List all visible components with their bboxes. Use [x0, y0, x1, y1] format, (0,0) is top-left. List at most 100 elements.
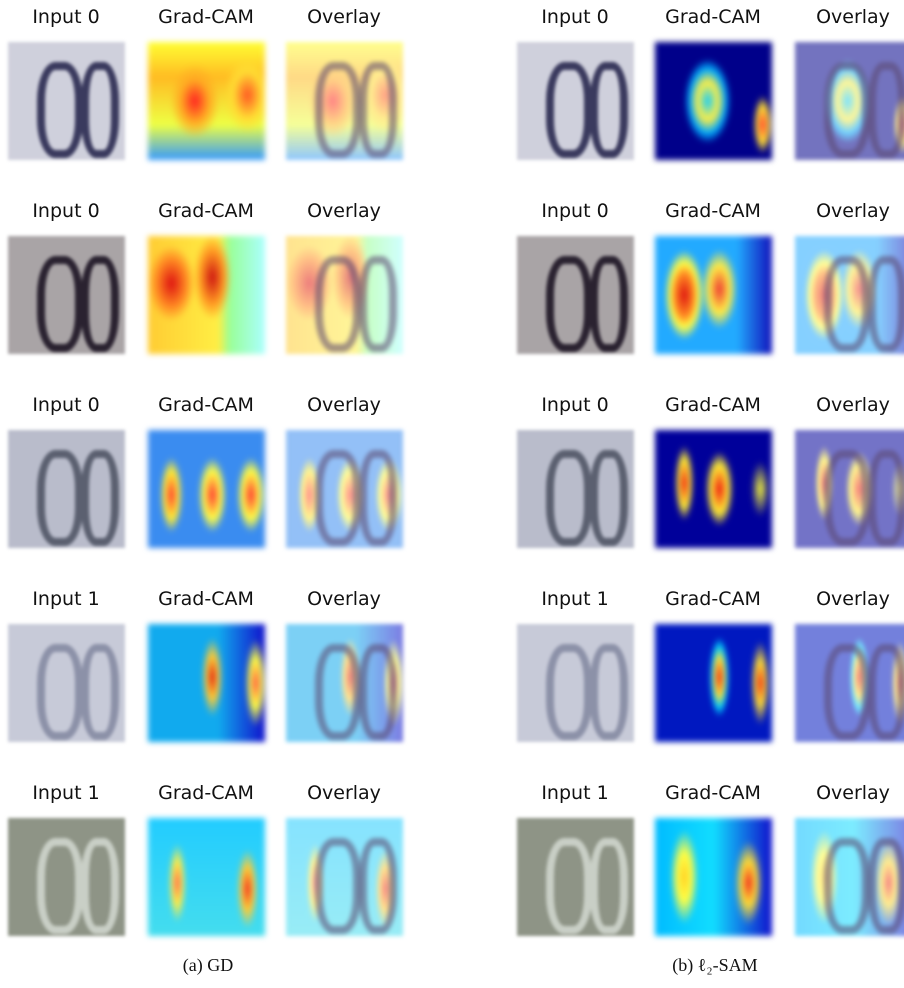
digit-stroke	[358, 450, 397, 546]
digit-stroke	[37, 256, 84, 352]
digit-stroke	[80, 62, 119, 158]
digit-stroke	[358, 62, 397, 158]
image-title: Overlay	[816, 782, 890, 804]
input-image	[8, 42, 125, 160]
overlay-image	[795, 42, 904, 160]
overlay-image	[286, 42, 403, 160]
gradcam-map	[148, 430, 265, 548]
image-title: Grad-CAM	[158, 6, 254, 28]
gradcam-map	[655, 430, 772, 548]
image-title: Grad-CAM	[665, 588, 761, 610]
digit-stroke	[824, 256, 871, 352]
gradcam-map	[148, 236, 265, 354]
image-title: Grad-CAM	[665, 200, 761, 222]
image-title: Input 1	[541, 588, 609, 610]
input-image	[8, 624, 125, 742]
digit-stroke	[80, 256, 119, 352]
input-image	[517, 624, 634, 742]
digit-stroke	[867, 256, 904, 352]
image-title: Grad-CAM	[158, 782, 254, 804]
overlay-image	[795, 430, 904, 548]
gradcam-map	[655, 818, 772, 936]
image-title: Overlay	[816, 6, 890, 28]
gradcam-map	[148, 818, 265, 936]
panel-caption: (a) GD	[182, 955, 234, 975]
digit-stroke	[589, 256, 628, 352]
image-title: Input 1	[32, 782, 100, 804]
overlay-image	[286, 624, 403, 742]
image-title: Input 0	[32, 200, 100, 222]
image-title: Grad-CAM	[158, 588, 254, 610]
image-title: Overlay	[307, 200, 381, 222]
digit-stroke	[37, 644, 84, 740]
digit-stroke	[589, 644, 628, 740]
digit-stroke	[589, 62, 628, 158]
digit-stroke	[315, 838, 362, 934]
image-title: Input 1	[541, 782, 609, 804]
image-title: Input 0	[32, 394, 100, 416]
gradcam-map	[148, 624, 265, 742]
digit-stroke	[80, 838, 119, 934]
image-title: Grad-CAM	[158, 200, 254, 222]
panel-caption: (b) ℓ₂-SAM	[672, 955, 758, 975]
digit-stroke	[37, 450, 84, 546]
image-title: Overlay	[307, 6, 381, 28]
digit-stroke	[867, 450, 904, 546]
image-title: Overlay	[307, 588, 381, 610]
image-title: Overlay	[816, 588, 890, 610]
image-title: Input 0	[32, 6, 100, 28]
image-title: Input 1	[32, 588, 100, 610]
input-image	[517, 236, 634, 354]
digit-stroke	[358, 644, 397, 740]
digit-stroke	[589, 450, 628, 546]
input-image	[8, 818, 125, 936]
image-title: Overlay	[816, 200, 890, 222]
digit-stroke	[824, 450, 871, 546]
input-image	[8, 430, 125, 548]
gradcam-map	[655, 624, 772, 742]
image-title: Grad-CAM	[665, 394, 761, 416]
image-title: Input 0	[541, 394, 609, 416]
input-image	[517, 42, 634, 160]
image-title: Grad-CAM	[665, 782, 761, 804]
overlay-image	[286, 236, 403, 354]
digit-stroke	[80, 450, 119, 546]
digit-stroke	[37, 62, 84, 158]
image-title: Grad-CAM	[158, 394, 254, 416]
digit-stroke	[315, 256, 362, 352]
image-title: Overlay	[307, 394, 381, 416]
digit-stroke	[546, 450, 593, 546]
digit-stroke	[867, 838, 904, 934]
overlay-image	[795, 236, 904, 354]
digit-stroke	[824, 838, 871, 934]
digit-stroke	[37, 838, 84, 934]
input-image	[8, 236, 125, 354]
digit-stroke	[358, 838, 397, 934]
digit-stroke	[358, 256, 397, 352]
digit-stroke	[824, 62, 871, 158]
image-title: Input 0	[541, 6, 609, 28]
digit-stroke	[80, 644, 119, 740]
digit-stroke	[546, 838, 593, 934]
digit-stroke	[315, 450, 362, 546]
image-title: Grad-CAM	[665, 6, 761, 28]
input-image	[517, 818, 634, 936]
digit-stroke	[315, 644, 362, 740]
digit-stroke	[315, 62, 362, 158]
overlay-image	[286, 430, 403, 548]
overlay-image	[795, 624, 904, 742]
digit-stroke	[824, 644, 871, 740]
digit-stroke	[546, 256, 593, 352]
digit-stroke	[546, 62, 593, 158]
digit-stroke	[867, 644, 904, 740]
gradcam-map	[148, 42, 265, 160]
gradcam-map	[655, 236, 772, 354]
image-title: Overlay	[307, 782, 381, 804]
digit-stroke	[867, 62, 904, 158]
overlay-image	[795, 818, 904, 936]
image-title: Input 0	[541, 200, 609, 222]
digit-stroke	[546, 644, 593, 740]
image-title: Overlay	[816, 394, 890, 416]
digit-stroke	[589, 838, 628, 934]
